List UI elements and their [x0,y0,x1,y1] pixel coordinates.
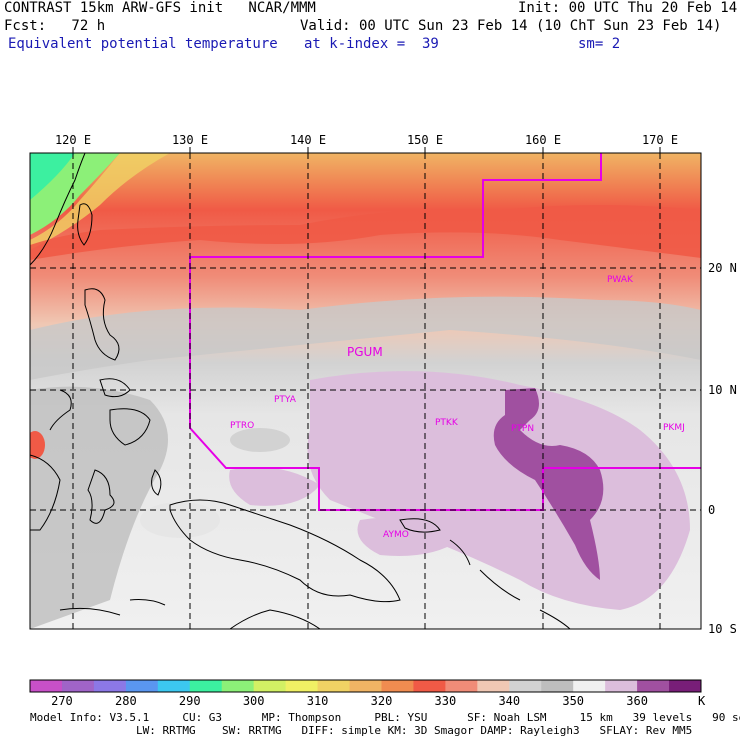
lon-label-120: 120 E [55,133,91,147]
station-aymo: AYMO [383,530,409,540]
lon-label-130: 130 E [172,133,208,147]
forecast-hour: Fcst: 72 h [4,18,106,34]
lat-label-0: 0 [708,503,715,517]
station-ptkk: PTKK [435,418,459,428]
station-ptro: PTRO [230,421,254,431]
model-info-line2: LW: RRTMG SW: RRTMG DIFF: simple KM: 3D … [30,724,693,737]
colorbar-swatch [637,680,670,692]
lon-label-150: 150 E [407,133,443,147]
colorbar-swatch [61,680,95,692]
station-pkmj: PKMJ [663,423,685,433]
colorbar-tick-label: 330 [434,694,457,708]
colorbar-swatch [221,680,255,692]
lon-label-160: 160 E [525,133,561,147]
colorbar-swatch [157,680,191,692]
lon-label-170: 170 E [642,133,678,147]
colorbar-swatch [93,680,127,692]
model-info-line1: Model Info: V3.5.1 CU: G3 MP: Thompson P… [30,711,740,724]
colorbar-swatch [477,680,510,692]
valid-time: Valid: 00 UTC Sun 23 Feb 14 (10 ChT Sun … [300,18,722,34]
tick-marks [72,147,661,153]
colorbar-unit: K [698,694,706,708]
colorbar-tick-label: 360 [626,694,648,708]
map-frame [29,152,702,630]
colorbar-frame [29,679,702,693]
station-ptya: PTYA [274,395,297,405]
colorbar-swatch [605,680,638,692]
colorbar-tick-label: 350 [562,694,585,708]
colorbar-swatch [381,680,414,692]
colorbar-swatch [189,680,223,692]
init-time: Init: 00 UTC Thu 20 Feb 14 [518,0,738,16]
colorbar-swatch [509,680,542,692]
colorbar-swatch [413,680,446,692]
map-field [30,153,701,629]
lat-label-20n: 20 N [708,261,737,275]
station-pgum: PGUM [347,345,383,359]
colorbar-swatch [541,680,574,692]
colorbar-tick-label: 310 [306,694,329,708]
colorbar-swatch [253,680,287,692]
colorbar [29,679,702,693]
lat-lon-grid [30,153,701,629]
station-pwak: PWAK [607,275,634,285]
colorbar-swatch [573,680,606,692]
smoothing: sm= 2 [578,36,621,52]
colorbar-swatch [445,680,478,692]
colorbar-swatch [285,680,319,692]
lon-label-140: 140 E [290,133,326,147]
colorbar-swatch [125,680,159,692]
colorbar-tick-label: 280 [115,694,137,708]
k-index: at k-index = 39 [304,36,439,52]
title-line: CONTRAST 15km ARW-GFS init NCAR/MMM [4,0,316,16]
colorbar-swatch [349,680,382,692]
station-ptpn: PTPN [511,424,534,434]
colorbar-tick-label: 320 [370,694,393,708]
colorbar-swatch [317,680,351,692]
lat-label-10n: 10 N [708,383,737,397]
colorbar-swatch [669,680,702,692]
colorbar-tick-label: 300 [242,694,265,708]
lat-label-10s: 10 S [708,622,737,636]
field-name: Equivalent potential temperature [8,36,278,52]
colorbar-swatch [30,680,63,692]
colorbar-tick-label: 270 [51,694,73,708]
colorbar-tick-label: 290 [178,694,201,708]
colorbar-tick-label: 340 [498,694,521,708]
